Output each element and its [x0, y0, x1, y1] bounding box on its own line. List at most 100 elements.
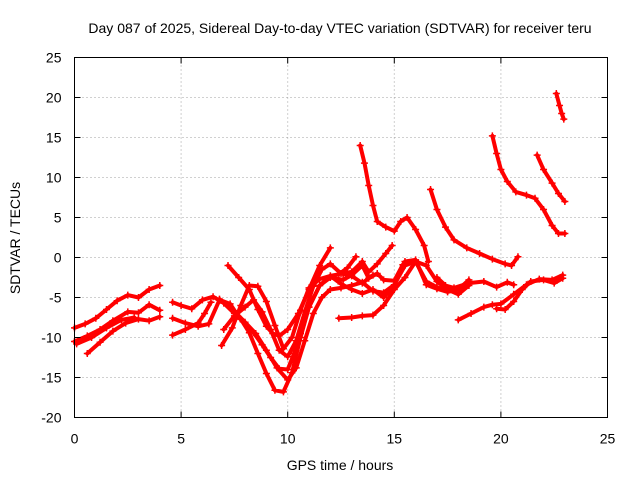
data-point-marker — [358, 258, 366, 265]
y-tick-label: 25 — [46, 50, 62, 66]
data-point-marker — [275, 346, 283, 354]
data-point-marker — [380, 302, 388, 309]
data-point-marker — [554, 230, 562, 237]
data-point-marker — [145, 317, 153, 325]
data-point-marker — [134, 315, 142, 323]
data-point-marker — [348, 286, 356, 293]
data-point-marker — [237, 302, 245, 309]
data-point-marker — [224, 262, 232, 269]
series-trace — [535, 153, 567, 204]
data-point-marker — [373, 260, 381, 268]
data-point-marker — [540, 206, 548, 213]
y-tick-label: -10 — [41, 330, 61, 346]
y-tick-label: 0 — [54, 250, 62, 266]
data-point-marker — [262, 346, 270, 354]
data-point-marker — [96, 338, 104, 346]
data-point-marker — [503, 278, 511, 286]
data-point-marker — [181, 319, 189, 327]
data-point-marker — [134, 294, 142, 301]
series-trace — [428, 187, 520, 268]
data-point-marker — [316, 262, 324, 269]
data-point-marker — [130, 314, 138, 321]
data-point-marker — [301, 337, 309, 345]
data-point-marker — [205, 320, 213, 328]
y-tick-labels: -20 -15 -10 -5 0 5 10 15 20 25 — [41, 50, 61, 426]
data-point-marker — [198, 296, 206, 304]
data-point-marker — [254, 350, 262, 357]
data-point-marker — [422, 281, 430, 289]
data-point-marker — [373, 218, 381, 225]
data-point-marker — [102, 324, 110, 332]
data-point-marker — [369, 202, 377, 209]
y-tick-label: 10 — [46, 170, 62, 186]
data-point-marker — [508, 262, 516, 269]
data-point-marker — [510, 298, 518, 305]
data-point-marker — [294, 310, 302, 317]
y-tick-label: -15 — [41, 370, 61, 386]
data-point-marker — [218, 342, 226, 349]
x-tick-label: 5 — [177, 431, 185, 447]
series-pass-c — [83, 313, 164, 357]
x-tick-label: 15 — [387, 431, 403, 447]
data-point-marker — [441, 282, 449, 289]
data-point-marker — [550, 279, 558, 287]
data-point-marker — [215, 295, 223, 303]
data-point-marker — [454, 316, 462, 324]
data-point-marker — [559, 274, 567, 282]
data-point-marker — [288, 334, 296, 341]
data-point-marker — [81, 320, 89, 328]
x-tick-label: 0 — [71, 431, 79, 447]
series-trace — [358, 143, 431, 264]
data-point-marker — [373, 270, 381, 277]
y-axis-title: SDTVAR / TECUs — [7, 182, 23, 294]
data-point-marker — [424, 258, 432, 265]
data-point-marker — [88, 334, 96, 341]
data-point-marker — [382, 223, 390, 231]
series-trace — [72, 302, 162, 344]
data-point-marker — [194, 322, 202, 330]
data-point-marker — [558, 110, 566, 117]
series-pass-s — [488, 132, 569, 237]
data-point-marker — [271, 386, 279, 394]
data-point-marker — [305, 286, 313, 293]
data-point-marker — [254, 306, 262, 313]
data-point-marker — [369, 271, 377, 279]
data-point-marker — [540, 276, 548, 284]
data-point-marker — [335, 314, 343, 322]
data-point-marker — [420, 242, 428, 249]
data-point-marker — [514, 253, 522, 261]
data-point-marker — [352, 253, 360, 261]
data-point-marker — [226, 303, 234, 311]
data-point-marker — [358, 279, 366, 287]
series-trace — [341, 243, 395, 276]
data-point-marker — [169, 298, 177, 306]
data-point-marker — [284, 366, 292, 373]
data-point-marker — [284, 326, 292, 333]
data-point-marker — [450, 284, 458, 292]
data-point-marker — [156, 306, 164, 314]
series-trace — [219, 254, 358, 351]
data-point-marker — [548, 179, 556, 187]
data-point-marker — [369, 286, 377, 293]
series-trace — [226, 245, 333, 338]
series-pass-k — [224, 244, 334, 340]
data-point-marker — [124, 308, 132, 316]
data-point-marker — [262, 370, 270, 377]
data-point-marker — [493, 305, 501, 313]
data-point-marker — [318, 294, 326, 301]
data-point-marker — [109, 327, 117, 335]
data-point-marker — [422, 262, 430, 269]
data-point-marker — [510, 281, 518, 289]
data-point-marker — [348, 268, 356, 276]
data-point-marker — [556, 102, 564, 109]
data-point-marker — [269, 330, 277, 337]
data-point-marker — [531, 194, 539, 202]
data-point-marker — [262, 298, 270, 305]
data-point-marker — [134, 309, 142, 317]
series-pass-a — [71, 282, 164, 332]
data-point-marker — [254, 282, 262, 290]
data-point-marker — [552, 90, 560, 97]
data-point-marker — [501, 260, 509, 268]
data-point-marker — [390, 286, 398, 293]
data-point-marker — [262, 322, 270, 330]
